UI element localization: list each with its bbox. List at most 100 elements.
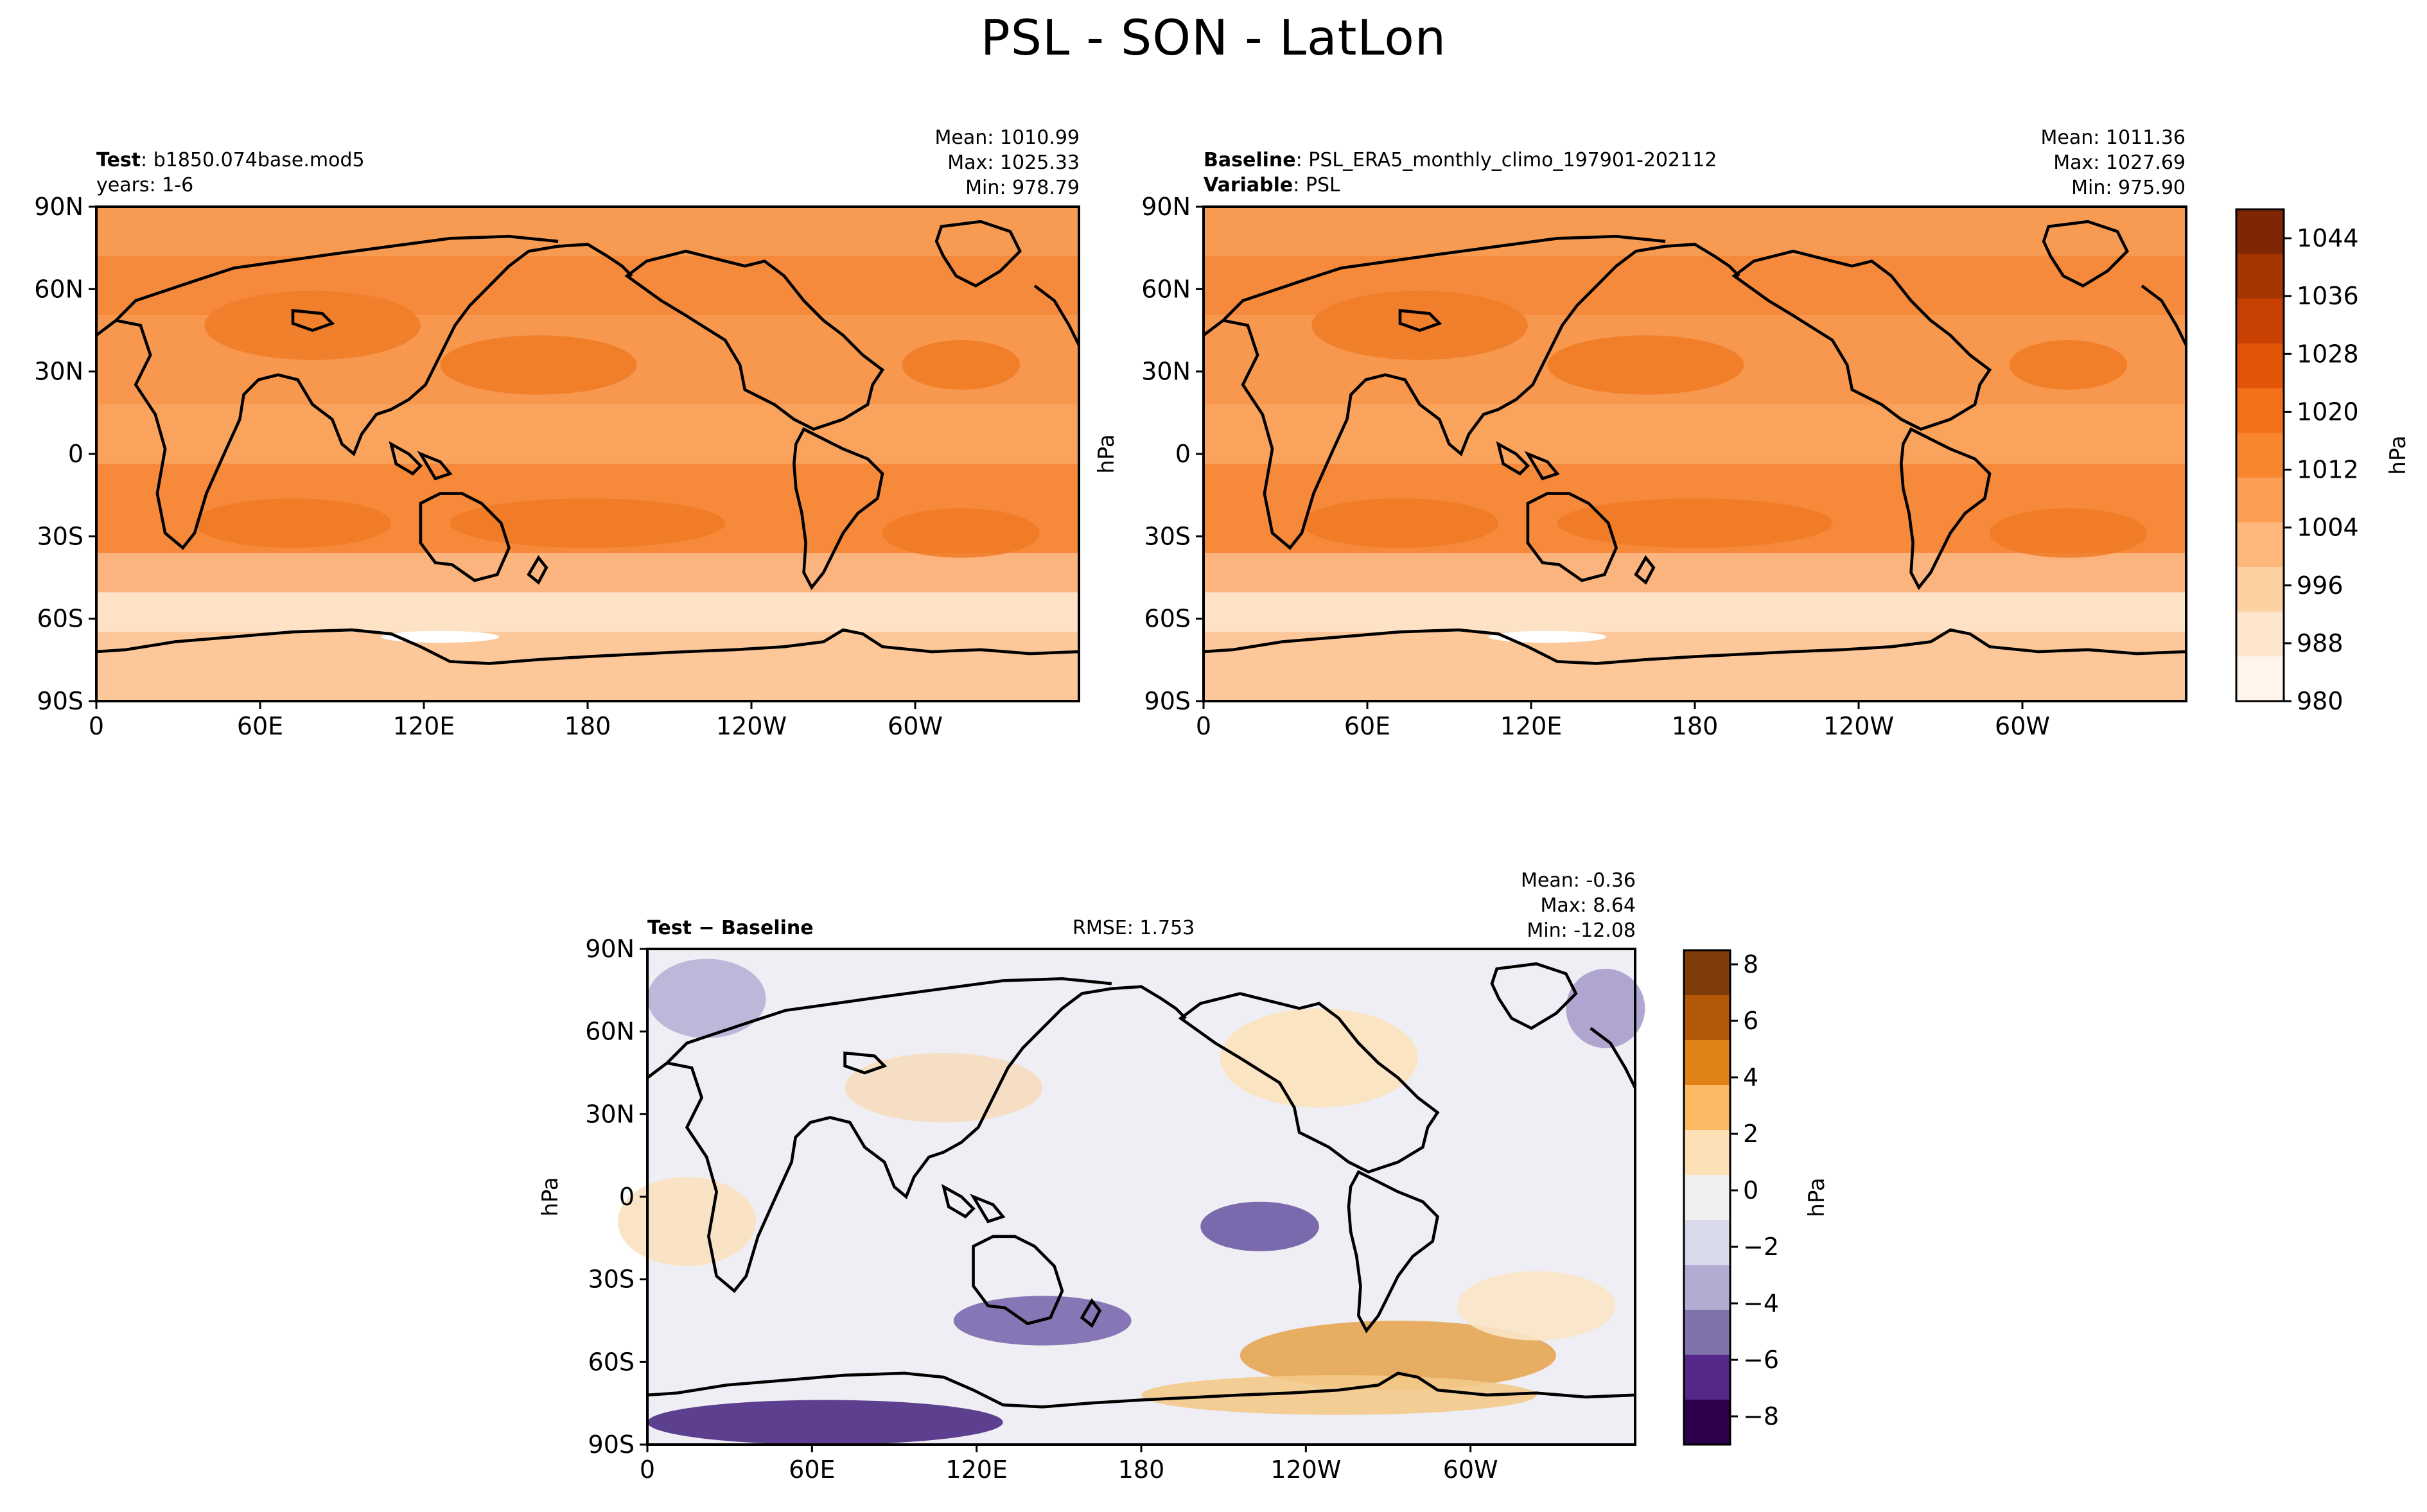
y-tick-label: 0 <box>68 440 83 468</box>
test-stats: Mean: 1010.99 Max: 1025.33 Min: 978.79 <box>935 125 1080 200</box>
test-label-bold: Test <box>96 149 141 171</box>
colorbar-swatch <box>1684 1220 1730 1265</box>
colorbar-tick-label: 1020 <box>2297 397 2359 426</box>
baseline-label-bold: Baseline <box>1204 149 1296 171</box>
test-mean: Mean: 1010.99 <box>934 126 1080 149</box>
lat-band-5 <box>96 553 1079 593</box>
lat-band-7 <box>96 632 1079 701</box>
siberian-high <box>1311 290 1528 360</box>
y-tick-label: 30S <box>1144 522 1191 550</box>
north-america-positive <box>1220 1008 1418 1108</box>
colorbar-tick-label: 2 <box>1743 1120 1758 1148</box>
baseline-min: Min: 975.90 <box>2071 177 2186 199</box>
colorbar-tick-label: 1044 <box>2297 224 2359 252</box>
x-tick-label: 120W <box>1270 1456 1341 1484</box>
x-tick-label: 180 <box>565 712 611 740</box>
colorbar-swatch <box>2236 656 2284 702</box>
colorbar-swatch <box>2236 567 2284 613</box>
x-tick-label: 120E <box>1500 712 1563 740</box>
colorbar-swatch <box>1684 1085 1730 1131</box>
test-field <box>96 207 1079 701</box>
y-tick-label: 30N <box>34 358 83 386</box>
test-min: Min: 978.79 <box>965 177 1080 199</box>
east-antarctica-negative <box>647 1400 1003 1445</box>
lat-band-3 <box>96 404 1079 464</box>
x-tick-label: 60E <box>789 1456 835 1484</box>
y-tick-label: 90S <box>588 1430 635 1459</box>
south-atlantic-positive <box>1457 1271 1616 1341</box>
baseline-mean: Mean: 1011.36 <box>2040 126 2186 149</box>
antarctic-low-white <box>1488 630 1607 643</box>
lat-band-0 <box>96 207 1079 256</box>
colorbar-tick-label: −8 <box>1743 1402 1779 1430</box>
colorbar-tick-label: 0 <box>1743 1176 1758 1204</box>
baseline-variable-bold: Variable <box>1204 174 1293 196</box>
figure-title: PSL - SON - LatLon <box>980 9 1447 66</box>
subtropical-high-4 <box>882 508 1040 558</box>
colorbar-tick-label: 8 <box>1743 950 1758 978</box>
y-tick-label: 60S <box>588 1348 635 1376</box>
y-tick-label: 60N <box>34 275 83 303</box>
test-max: Max: 1025.33 <box>947 152 1080 174</box>
y-tick-label: 30S <box>588 1265 635 1294</box>
colorbar-tick-label: −6 <box>1743 1346 1779 1374</box>
subtropical-high-2 <box>1302 498 1498 548</box>
baseline-stats: Mean: 1011.36 Max: 1027.69 Min: 975.90 <box>2041 125 2186 200</box>
subtropical-high-3 <box>450 498 726 548</box>
diff-mean: Mean: -0.36 <box>1520 869 1636 892</box>
lat-band-3 <box>1204 404 2186 464</box>
colorbar-swatch <box>1684 1400 1730 1445</box>
colorbar-swatch <box>1684 1355 1730 1400</box>
baseline-variable: PSL <box>1305 174 1340 196</box>
y-tick-label: 90S <box>37 687 83 715</box>
subtropical-high-4 <box>1990 508 2147 558</box>
x-tick-label: 0 <box>1196 712 1211 740</box>
lat-band-6 <box>1204 592 2186 632</box>
subtropical-high-1 <box>2009 340 2128 390</box>
x-tick-label: 120E <box>393 712 455 740</box>
colorbar-swatch <box>1684 995 1730 1041</box>
colorbar-tick-label: 1012 <box>2297 456 2359 484</box>
x-tick-label: 0 <box>89 712 104 740</box>
north-atlantic-negative <box>647 959 766 1038</box>
colorbar-tick-label: 6 <box>1743 1007 1758 1035</box>
lat-band-5 <box>1204 553 2186 593</box>
y-tick-label: 30S <box>37 522 83 550</box>
y-tick-label: 60S <box>1144 605 1191 633</box>
y-tick-label: 60N <box>1141 275 1191 303</box>
y-tick-label: 90S <box>1144 687 1191 715</box>
x-tick-label: 60E <box>237 712 283 740</box>
baseline-field <box>1204 207 2186 701</box>
subtropical-high-2 <box>195 498 391 548</box>
test-case-name: b1850.074base.mod5 <box>153 149 365 171</box>
x-tick-label: 60E <box>1344 712 1390 740</box>
colorbar-swatch <box>2236 209 2284 255</box>
diff-panel-header: Test − Baseline <box>647 916 814 941</box>
diff-min: Min: -12.08 <box>1527 919 1636 942</box>
lat-band-0 <box>1204 207 2186 256</box>
psl-colorbar: 1044 1036 1028 1020 1012 1004 996 988 980 hPa <box>2235 208 2411 715</box>
colorbar-tick-label: 996 <box>2297 571 2344 600</box>
colorbar-swatch <box>2236 343 2284 389</box>
greenland-sea-negative <box>1566 968 1645 1048</box>
colorbar-tick-label: 980 <box>2297 687 2344 715</box>
colorbar-frame <box>1683 949 1731 1446</box>
colorbar-tick-label: 4 <box>1743 1063 1758 1091</box>
x-tick-label: 0 <box>640 1456 655 1484</box>
colorbar-swatch <box>1684 1310 1730 1355</box>
african-positive <box>617 1177 757 1267</box>
colorbar-tick-label: 1036 <box>2297 282 2359 310</box>
diff-stats: Mean: -0.36 Max: 8.64 Min: -12.08 <box>1521 868 1636 943</box>
y-tick-label: 30N <box>585 1100 635 1128</box>
y-tick-label: 60S <box>37 605 83 633</box>
lat-band-6 <box>96 592 1079 632</box>
colorbar-swatch <box>2236 254 2284 299</box>
colorbar-swatch <box>1684 1265 1730 1310</box>
colorbar-tick-label: 988 <box>2297 629 2344 657</box>
diff-label-bold: Test − Baseline <box>647 917 814 939</box>
baseline-panel-header: Baseline: PSL_ERA5_monthly_climo_197901-… <box>1204 149 1717 196</box>
y-tick-label: 90N <box>1141 193 1191 221</box>
colorbar-swatch <box>1684 1175 1730 1221</box>
antarctic-low-white <box>381 630 500 643</box>
diff-colorbar-label: hPa <box>1804 1177 1830 1217</box>
